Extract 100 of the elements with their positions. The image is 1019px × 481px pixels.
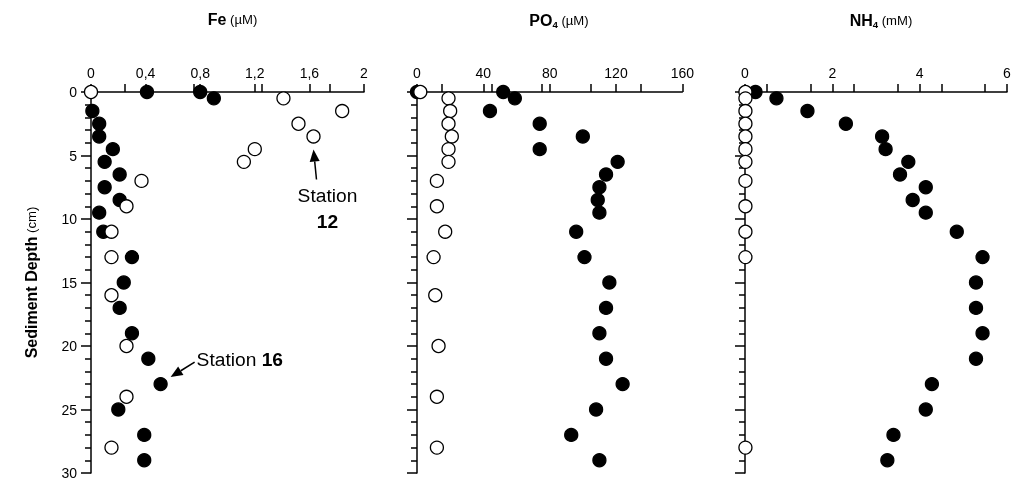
- x-tick-label: 120: [604, 65, 628, 81]
- point: [738, 249, 753, 265]
- annotation: Station 16: [196, 348, 284, 370]
- point: [590, 192, 605, 208]
- point: [738, 224, 753, 239]
- point: [838, 116, 854, 131]
- point: [588, 402, 604, 417]
- point: [949, 224, 964, 239]
- point: [918, 205, 933, 220]
- point: [104, 249, 119, 265]
- point: [738, 154, 753, 169]
- point: [444, 129, 459, 144]
- point: [575, 129, 590, 144]
- point: [441, 154, 456, 169]
- point: [598, 300, 614, 316]
- point: [443, 103, 458, 119]
- point: [598, 167, 614, 182]
- x-tick-label: 0: [741, 65, 750, 81]
- annotation: Station 12: [297, 184, 358, 232]
- point: [137, 427, 152, 443]
- point: [602, 275, 617, 290]
- point: [738, 91, 753, 106]
- point: [769, 91, 784, 106]
- x-tick-label: 0: [87, 65, 96, 81]
- point: [291, 116, 306, 131]
- point: [918, 180, 933, 195]
- point: [134, 173, 149, 189]
- point: [569, 224, 584, 239]
- point: [738, 199, 753, 214]
- point: [592, 180, 607, 195]
- chart-title: Fe (µM): [207, 10, 258, 28]
- point: [426, 249, 441, 265]
- x-tick-label: 0,8: [190, 65, 211, 81]
- point: [116, 275, 131, 290]
- point: [577, 249, 592, 265]
- point: [918, 402, 933, 417]
- point: [112, 167, 127, 182]
- point: [206, 91, 221, 106]
- point: [441, 116, 456, 131]
- point: [137, 453, 152, 468]
- y-tick-label: 10: [61, 211, 78, 227]
- point: [139, 84, 155, 100]
- y-tick-label: 20: [61, 338, 78, 354]
- y-axis-title: Sediment Depth (cm): [22, 206, 40, 359]
- y-tick-label: 5: [69, 147, 78, 164]
- point: [905, 192, 920, 208]
- point: [880, 453, 895, 468]
- point: [738, 129, 753, 144]
- y-tick-label: 25: [61, 401, 78, 418]
- point: [193, 84, 208, 100]
- x-tick-label: 2: [360, 65, 369, 81]
- x-tick-label: 1,6: [299, 65, 320, 81]
- point: [592, 205, 607, 220]
- point: [592, 453, 607, 468]
- point: [610, 154, 625, 169]
- x-tick-label: 2: [828, 65, 837, 81]
- x-tick-label: 6: [1003, 65, 1012, 81]
- point: [431, 338, 446, 354]
- point: [874, 129, 890, 144]
- point: [886, 427, 901, 443]
- point: [153, 376, 168, 392]
- point: [968, 275, 984, 290]
- x-tick-label: 0,4: [135, 65, 156, 81]
- point: [438, 224, 453, 239]
- point: [306, 129, 321, 144]
- x-tick-label: 4: [915, 65, 924, 81]
- point: [97, 180, 112, 195]
- y-tick-label: 30: [61, 465, 78, 481]
- point: [800, 103, 815, 119]
- x-tick-label: 40: [475, 65, 492, 81]
- point: [564, 427, 579, 443]
- point: [738, 173, 753, 189]
- point: [119, 389, 134, 404]
- point: [112, 300, 127, 316]
- point: [968, 351, 984, 366]
- point: [111, 402, 126, 417]
- point: [119, 199, 134, 214]
- point: [598, 351, 614, 366]
- point: [119, 338, 134, 354]
- x-tick-label: 0: [413, 65, 422, 81]
- point: [85, 103, 100, 119]
- point: [124, 249, 140, 265]
- point: [532, 116, 547, 131]
- point: [247, 142, 262, 157]
- point: [878, 142, 893, 157]
- point: [97, 154, 112, 169]
- x-tick-label: 1,2: [245, 65, 265, 81]
- point: [738, 116, 753, 131]
- x-tick-label: 80: [541, 65, 558, 81]
- point: [482, 103, 498, 119]
- point: [429, 173, 445, 189]
- point: [532, 142, 547, 157]
- point: [105, 142, 120, 157]
- point: [615, 376, 630, 392]
- point: [592, 326, 607, 341]
- point: [496, 84, 511, 100]
- point: [236, 154, 252, 169]
- point: [975, 249, 990, 265]
- point: [429, 440, 445, 455]
- point: [104, 288, 119, 303]
